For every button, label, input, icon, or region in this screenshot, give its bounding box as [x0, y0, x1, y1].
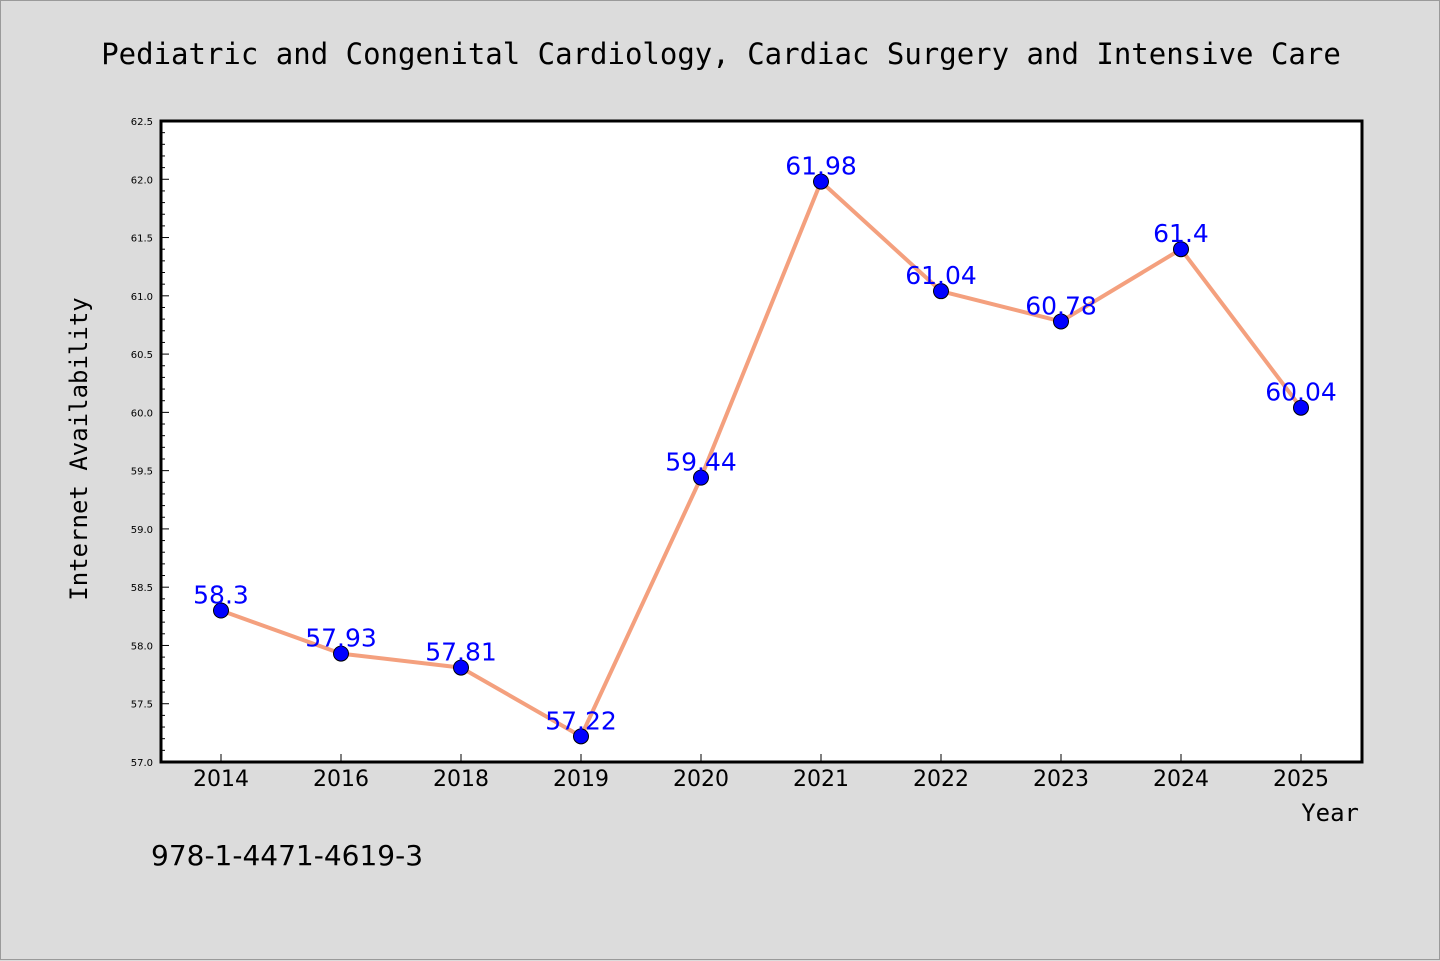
y-tick-label: 62.5	[131, 117, 153, 128]
y-tick-label: 59.0	[131, 525, 153, 536]
data-label: 57.93	[305, 624, 377, 653]
data-label: 59.44	[665, 448, 737, 477]
data-label: 61.98	[785, 152, 857, 181]
data-label: 61.4	[1153, 219, 1209, 248]
x-tick-label: 2024	[1153, 767, 1209, 792]
y-tick-label: 58.5	[131, 583, 153, 594]
data-point	[1053, 313, 1069, 330]
data-label: 61.04	[905, 261, 977, 290]
series-line	[220, 179, 1303, 739]
data-point	[333, 645, 349, 662]
x-axis: 2014 2016 2018 2019 2020 2021 2022 2023 2024 2025	[193, 754, 1329, 792]
data-label: 58.3	[193, 580, 249, 609]
y-tick-label: 57.5	[131, 700, 153, 711]
data-point	[933, 283, 949, 300]
y-axis-title: Internet Availability	[65, 297, 93, 600]
y-tick-label: 61.5	[131, 234, 153, 245]
x-tick-label: 2016	[313, 767, 369, 792]
x-tick-label: 2021	[793, 767, 849, 792]
y-tick-label: 60.0	[131, 408, 153, 419]
data-point	[573, 728, 589, 745]
y-tick-label: 62.0	[131, 175, 153, 186]
data-labels: 58.3 57.93 57.81 57.22 59.44 61.98 61.04 60.78 6…	[193, 152, 1337, 736]
y-tick-label: 58.0	[131, 641, 153, 652]
x-tick-label: 2020	[673, 767, 729, 792]
x-tick-label: 2018	[433, 767, 489, 792]
x-tick-label: 2023	[1033, 767, 1089, 792]
y-tick-label: 61.0	[131, 292, 153, 303]
data-point	[453, 659, 469, 676]
x-tick-label: 2014	[193, 767, 249, 792]
data-label: 57.81	[425, 638, 497, 667]
isbn-label: 978-1-4471-4619-3	[151, 839, 423, 872]
data-points	[213, 173, 1309, 745]
data-label: 60.78	[1025, 291, 1097, 320]
y-tick-label: 59.5	[131, 467, 153, 478]
chart-title: Pediatric and Congenital Cardiology, Car…	[101, 37, 1341, 71]
y-axis: 57.0 57.5 58.0 58.5 59.0 59.5 60.0 60.5 61.0 61.5…	[131, 117, 169, 769]
x-tick-label: 2022	[913, 767, 969, 792]
y-tick-label: 60.5	[131, 350, 153, 361]
data-point	[213, 602, 229, 619]
x-axis-title: Year	[1301, 799, 1359, 827]
data-point	[1173, 241, 1189, 258]
data-label: 60.04	[1265, 378, 1337, 407]
data-point	[693, 469, 709, 486]
data-point	[813, 173, 829, 190]
data-point	[1293, 399, 1309, 416]
x-tick-label: 2025	[1273, 767, 1329, 792]
data-label: 57.22	[545, 706, 617, 735]
x-tick-label: 2019	[553, 767, 609, 792]
plot-area	[159, 119, 1364, 764]
y-tick-label: 57.0	[131, 758, 153, 769]
